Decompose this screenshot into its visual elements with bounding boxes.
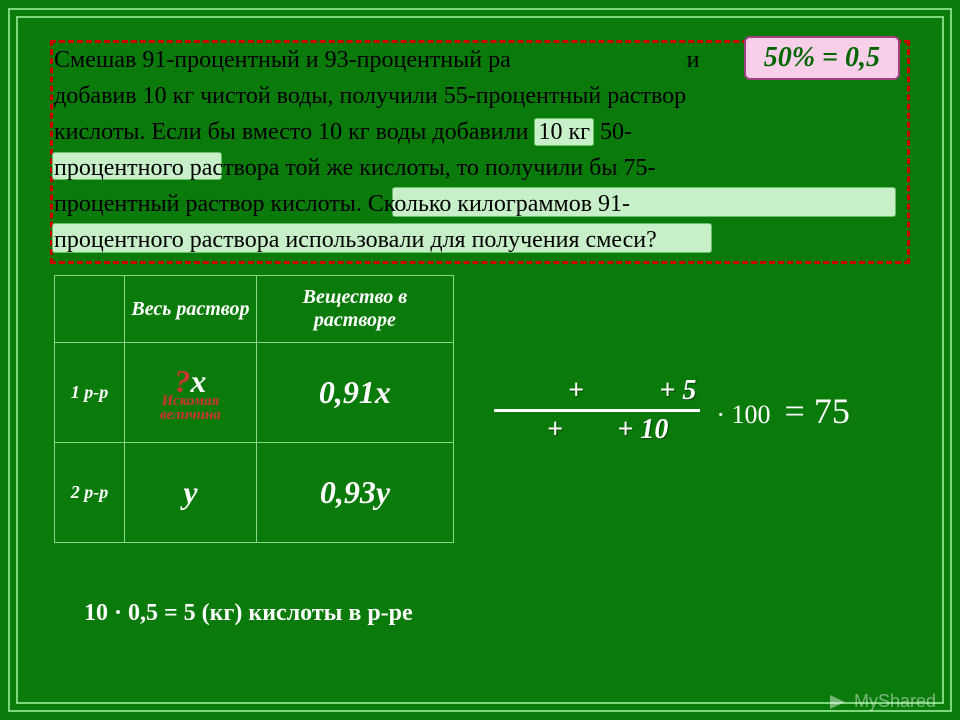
fraction-bar bbox=[494, 409, 700, 412]
watermark: MyShared bbox=[827, 691, 936, 712]
equation-rhs: · 100 = 75 bbox=[716, 390, 849, 432]
denominator: x + y + 10 bbox=[490, 414, 704, 446]
sought-value-label: Искомая величина bbox=[131, 394, 250, 423]
col-header-whole: Весь раствор bbox=[125, 276, 257, 343]
row1-label: 1 р-р bbox=[55, 343, 125, 443]
den-plus1: + bbox=[547, 414, 563, 445]
cell-r1c1: ?x Искомая величина bbox=[125, 343, 257, 443]
calculation-note: 10 · 0,5 = 5 (кг) кислоты в р-ре bbox=[84, 600, 413, 627]
equation-area: 0,91x + 0,93y + 5 x + y + 10 · 100 = 75 bbox=[490, 375, 950, 475]
row2-label: 2 р-р bbox=[55, 443, 125, 543]
solution-table: Весь раствор Вещество в растворе 1 р-р ?… bbox=[54, 275, 454, 543]
table-corner bbox=[55, 276, 125, 343]
num-plus2: + 5 bbox=[659, 375, 696, 406]
times-100: · 100 bbox=[716, 400, 770, 429]
col-header-substance: Вещество в растворе bbox=[256, 276, 453, 343]
num-plus1: + bbox=[568, 375, 584, 406]
problem-question-b: процентного раствора использовали для по… bbox=[54, 227, 657, 253]
play-icon bbox=[827, 693, 849, 711]
numerator: 0,91x + 0,93y + 5 bbox=[490, 375, 704, 407]
percent-badge: 50% = 0,5 bbox=[744, 36, 900, 80]
fraction: 0,91x + 0,93y + 5 x + y + 10 bbox=[490, 375, 704, 446]
cell-r2c2: 0,93y bbox=[256, 443, 453, 543]
den-plus2: + 10 bbox=[617, 414, 668, 445]
equals-75: = 75 bbox=[785, 391, 850, 431]
cell-r2c1: y bbox=[125, 443, 257, 543]
problem-line4: процентного раствора той же кислоты, то … bbox=[54, 155, 655, 181]
problem-question-a: Сколько килограммов 91- bbox=[368, 191, 630, 217]
watermark-text: MyShared bbox=[854, 691, 936, 711]
slide-content: 50% = 0,5 Смешав 91-процентный и 93-проц… bbox=[50, 40, 910, 680]
cell-r1c2: 0,91x bbox=[256, 343, 453, 443]
